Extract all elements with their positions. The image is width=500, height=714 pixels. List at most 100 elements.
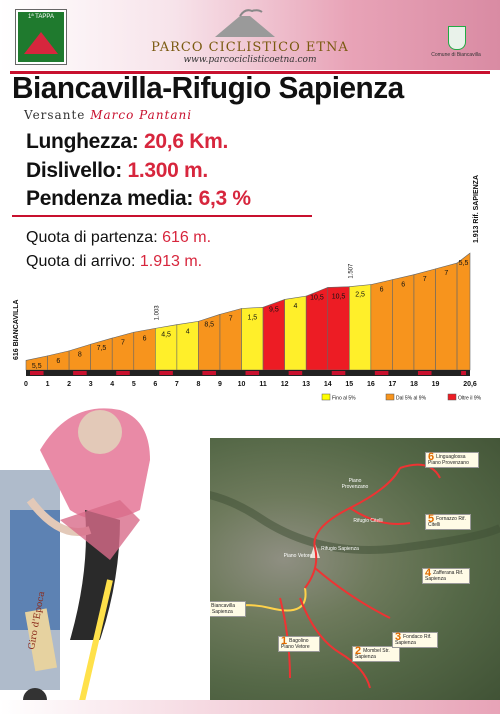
baseline-marker: [159, 371, 173, 375]
x-tick-label: 19: [432, 381, 440, 388]
climb-stat: Dislivello: 1.300 m.: [26, 159, 208, 183]
waypoint-number: 2: [355, 645, 362, 657]
waypoint-marker[interactable]: 3 Fondaco Rif. Sapienza: [392, 632, 438, 648]
profile-segment: [392, 274, 415, 371]
segment-grade-label: 7: [229, 316, 233, 323]
park-url[interactable]: www.parcociclisticoetna.com: [183, 55, 317, 65]
header-divider: [10, 71, 490, 74]
segment-grade-label: 6: [56, 358, 60, 365]
municipality-crest-icon: [448, 26, 466, 50]
end-quota: Quota di arrivo: 1.913 m.: [26, 253, 202, 271]
profile-segment: [413, 268, 436, 371]
stats-divider: [12, 215, 312, 217]
footer-bar: [0, 700, 500, 714]
baseline-marker: [116, 371, 130, 375]
end-value: 1.913 m.: [139, 253, 203, 270]
segment-grade-label: 7,5: [97, 345, 107, 352]
peak-marker-label: 1.507: [348, 263, 354, 279]
x-tick-label: 0: [24, 381, 28, 388]
x-tick-label: 15: [345, 381, 353, 388]
x-tick-label: 16: [367, 381, 375, 388]
x-tick-label: 18: [410, 381, 418, 388]
segment-grade-label: 6: [143, 335, 147, 342]
subtitle-label: Versante: [24, 108, 86, 122]
waypoint-label: Biancavilla Rif. Sapienza: [203, 603, 236, 615]
x-tick-label: 13: [302, 381, 310, 388]
header-banner: 1ª TAPPA PARCO CICLISTICO ETNA www.parco…: [0, 0, 500, 70]
subtitle-name: Marco Pantani: [90, 108, 193, 122]
legend-swatch: [385, 393, 395, 401]
length-value: 20,6 Km.: [144, 130, 229, 153]
x-tick-label: 6: [153, 381, 157, 388]
x-tick-label: 9: [218, 381, 222, 388]
waypoint-marker[interactable]: 4 Zafferana Rif. Sapienza: [422, 568, 470, 584]
municipality-label: Comune di Biancavilla: [431, 52, 481, 58]
x-tick-label: 17: [389, 381, 397, 388]
segment-grade-label: 4: [293, 303, 297, 310]
segment-grade-label: 9,5: [269, 306, 279, 313]
segment-grade-label: 8,5: [204, 321, 214, 328]
climb-label: Dislivello:: [26, 159, 122, 182]
segment-grade-label: 6: [401, 282, 405, 289]
start-label: 616 BIANCAVILLA: [13, 299, 20, 360]
waypoint-marker[interactable]: 1 Bagolino Piano Vetore: [278, 636, 320, 652]
waypoint-number: 3: [395, 631, 402, 643]
profile-segment: [435, 262, 458, 371]
gradient-value: 6,3 %: [198, 187, 252, 210]
x-tick-label: 2: [67, 381, 71, 388]
segment-grade-label: 1,5: [247, 314, 257, 321]
x-tick-label: 3: [89, 381, 93, 388]
start-value: 616 m.: [162, 229, 212, 246]
cyclist-artwork: Giro d'Epoca: [0, 390, 210, 714]
legend-label: Fino al 5%: [332, 396, 356, 402]
segment-grade-label: 7: [444, 270, 448, 277]
legend-swatch: [321, 393, 331, 401]
x-tick-label: 7: [175, 381, 179, 388]
start-label: Quota di partenza:: [26, 229, 158, 246]
place-label: Rifugio Citelli: [353, 518, 383, 524]
x-tick-label: 1: [46, 381, 50, 388]
baseline-marker: [331, 371, 346, 375]
waypoint-label: Linguaglossa Piano Provenzano: [428, 454, 469, 466]
legend-label: Oltre il 9%: [458, 396, 482, 402]
segment-grade-label: 10,5: [310, 294, 324, 301]
subtitle: Versante Marco Pantani: [24, 108, 192, 122]
waypoint-number: 5: [428, 513, 435, 525]
x-tick-label: 8: [196, 381, 200, 388]
x-tick-label: 4: [110, 381, 114, 388]
legend-swatch: [447, 393, 457, 401]
waypoint-label: Bagolino Piano Vetore: [281, 638, 310, 650]
segment-grade-label: 5,5: [32, 363, 42, 370]
segment-grade-label: 4: [186, 328, 190, 335]
mountain-icon: [24, 32, 58, 54]
segment-grade-label: 10,5: [332, 294, 346, 301]
segment-grade-label: 7: [423, 276, 427, 283]
waypoint-number: 6: [428, 451, 435, 463]
page-title: Biancavilla-Rifugio Sapienza: [12, 70, 404, 105]
gradient-stat: Pendenza media: 6,3 %: [26, 187, 251, 211]
segment-grade-label: 7: [121, 339, 125, 346]
waypoint-marker[interactable]: 6 Linguaglossa Piano Provenzano: [425, 452, 479, 468]
gradient-label: Pendenza media:: [26, 187, 194, 210]
segment-grade-label: 4,5: [161, 332, 171, 339]
segment-grade-label: 8: [78, 351, 82, 358]
baseline-marker: [417, 371, 432, 375]
end-label: Quota di arrivo:: [26, 253, 136, 270]
waypoint-marker[interactable]: 5 Fornazzo Rif. Citelli: [425, 514, 471, 530]
climb-value: 1.300 m.: [127, 159, 208, 182]
waypoint-number: 1: [281, 635, 288, 647]
elevation-profile-chart: 5,5 6 8 7,5 7 6 4,5 4 8,5 7 1,5 9,5 4 10,5 10,5 2,5 6 6 7 7…: [13, 175, 482, 402]
waypoint-label: Zafferana Rif. Sapienza: [425, 570, 464, 582]
place-label: Rifugio Sapienza: [321, 546, 359, 552]
waypoint-marker[interactable]: 2 Mombel Str. Sapienza: [352, 646, 400, 662]
segment-grade-label: 6: [380, 287, 384, 294]
baseline-marker: [73, 371, 87, 375]
waypoint-label: Fornazzo Rif. Citelli: [428, 516, 466, 528]
start-quota: Quota di partenza: 616 m.: [26, 229, 211, 247]
baseline-marker: [245, 371, 260, 375]
baseline-marker: [461, 371, 466, 375]
x-tick-label: 5: [132, 381, 136, 388]
profile-segment: [111, 331, 135, 371]
baseline-marker: [202, 371, 216, 375]
lower-section: Piano Provenzano Rifugio Citelli Piano V…: [0, 390, 500, 714]
